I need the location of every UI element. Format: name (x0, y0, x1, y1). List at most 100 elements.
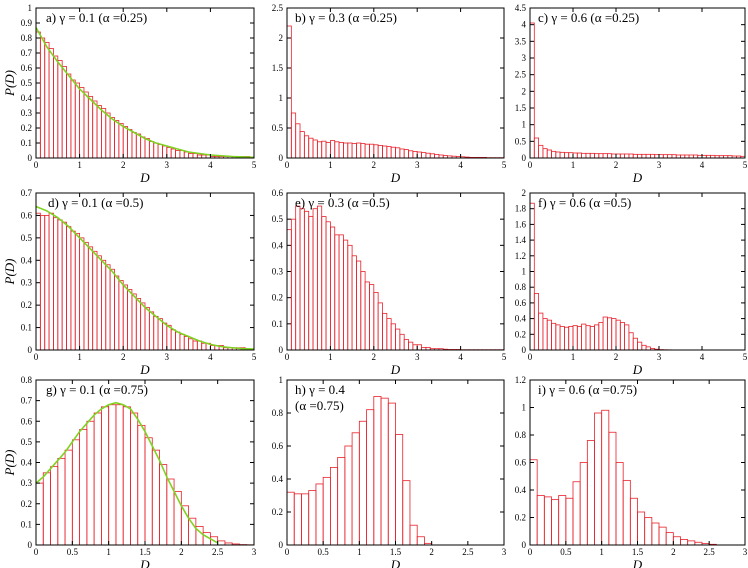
histogram-bar (615, 319, 621, 351)
x-tick-label: 5 (252, 160, 257, 170)
y-tick-label: 1.5 (272, 63, 284, 73)
histogram-bar (358, 420, 367, 546)
x-axis-label: D (139, 170, 150, 185)
panel-annotation: b) γ = 0.3 (α =0.25) (295, 10, 397, 25)
y-tick-label: 0 (522, 540, 527, 550)
x-tick-label: 4 (458, 352, 463, 362)
histogram-bar (369, 284, 375, 351)
panel-annotation: f) γ = 0.6 (α =0.5) (538, 195, 631, 210)
histogram-bar (74, 82, 80, 159)
x-axis-label: D (139, 362, 150, 377)
x-tick-label: 2 (121, 160, 126, 170)
histogram-bar (680, 539, 689, 546)
histogram-bar (301, 493, 310, 546)
x-tick-label: 0 (528, 352, 533, 362)
histogram-bar (637, 511, 646, 546)
x-axis-label: D (139, 557, 150, 568)
histogram-bar (87, 246, 94, 351)
histogram-bar (170, 148, 176, 159)
panel-i: 0 0.5 1 1.5 2 2.5 3 0 0.2 0.4 0.6 0.8 1 1.2 Di) γ = 0.… (515, 375, 748, 568)
x-tick-label: 0.5 (318, 547, 330, 557)
x-tick-label: 0 (528, 547, 533, 557)
histogram-bar (86, 420, 95, 546)
histogram-bar (334, 234, 340, 351)
x-axis-label: D (390, 170, 401, 185)
histogram-bar (536, 495, 545, 546)
x-tick-label: 0 (528, 160, 533, 170)
histogram-bar (308, 490, 317, 546)
histogram-bar (568, 326, 574, 351)
histogram-bar (390, 146, 396, 159)
histogram-bar (217, 540, 226, 546)
histogram-bar (611, 153, 617, 159)
histogram-bar (175, 150, 181, 159)
bars (529, 202, 746, 351)
histogram-bar (53, 55, 59, 159)
x-tick-label: 1 (571, 352, 576, 362)
histogram-bar (409, 524, 418, 546)
y-tick-label: 4 (522, 20, 527, 30)
y-tick-label: 0.6 (21, 210, 33, 220)
histogram-bar (179, 150, 185, 159)
histogram-bar (61, 66, 67, 159)
x-axis-label: D (632, 362, 643, 377)
y-tick-label: 2 (522, 86, 527, 96)
x-tick-label: 4 (700, 352, 705, 362)
histogram-bar (608, 431, 617, 546)
histogram-bar (624, 324, 630, 351)
x-axis-label: D (632, 170, 643, 185)
histogram-bar (555, 324, 561, 351)
y-tick-label: 0.3 (272, 267, 284, 277)
panel-annotation: e) γ = 0.3 (α =0.5) (295, 195, 390, 210)
panel-annotation: (α =0.75) (295, 398, 344, 413)
histogram-bar (316, 141, 323, 159)
histogram-bar (615, 462, 624, 546)
histogram-bar (48, 48, 54, 159)
x-tick-label: 1.5 (632, 547, 644, 557)
y-tick-label: 1 (279, 375, 284, 385)
panel-annotation: c) γ = 0.6 (α =0.25) (538, 10, 639, 25)
y-tick-label: 0.4 (21, 93, 33, 103)
histogram-bar (344, 445, 353, 546)
y-tick-label: 0 (522, 153, 527, 163)
histogram-bar (66, 73, 72, 159)
histogram-bar (343, 239, 349, 351)
y-tick-label: 0 (522, 345, 527, 355)
x-tick-label: 0 (34, 160, 39, 170)
y-tick-label: 0.3 (21, 478, 33, 488)
y-tick-label: 0.2 (21, 499, 32, 509)
histogram-bar (347, 244, 353, 351)
y-tick-label: 0.8 (21, 33, 33, 43)
panel-g: 0 0.5 1 1.5 2 2.5 3 0 0.1 0.2 0.3 0.4 0.5 0.6 0.7 0.8 D P… (2, 375, 257, 568)
histogram-bar (144, 138, 150, 159)
x-tick-label: 3 (415, 352, 420, 362)
histogram-bar (399, 148, 405, 159)
histogram-bar (601, 409, 610, 546)
x-tick-label: 1 (357, 547, 362, 557)
x-tick-label: 0 (285, 352, 290, 362)
histogram-bar (637, 153, 643, 159)
y-tick-label: 0.6 (515, 298, 527, 308)
histogram-bar (542, 148, 548, 159)
panel-annotation: g) γ = 0.1 (α =0.75) (46, 382, 148, 397)
histogram-bar (564, 326, 570, 351)
histogram-bar (39, 37, 46, 159)
histogram-bar (533, 293, 539, 351)
histogram-bar (402, 480, 411, 546)
histogram-bar (131, 132, 137, 159)
histogram-bar (44, 42, 50, 159)
plot-frame (286, 7, 505, 159)
histogram-bar (343, 142, 349, 159)
histogram-bar (624, 153, 630, 159)
y-tick-label: 2.5 (272, 3, 284, 13)
panel-c: 0 1 2 3 4 5 0 0.5 1 1.5 2 2.5 3 3.5 4 4.5 Dc) γ = 0.6 (α… (515, 3, 748, 185)
y-tick-label: 0 (28, 345, 33, 355)
histogram-bar (140, 302, 146, 351)
x-tick-label: 2 (429, 547, 434, 557)
histogram-bar (35, 212, 41, 351)
histogram-bar (337, 457, 346, 546)
histogram-bar (551, 150, 557, 159)
y-tick-label: 4.5 (515, 3, 527, 13)
x-tick-label: 0 (285, 160, 290, 170)
x-tick-label: 4 (208, 352, 213, 362)
